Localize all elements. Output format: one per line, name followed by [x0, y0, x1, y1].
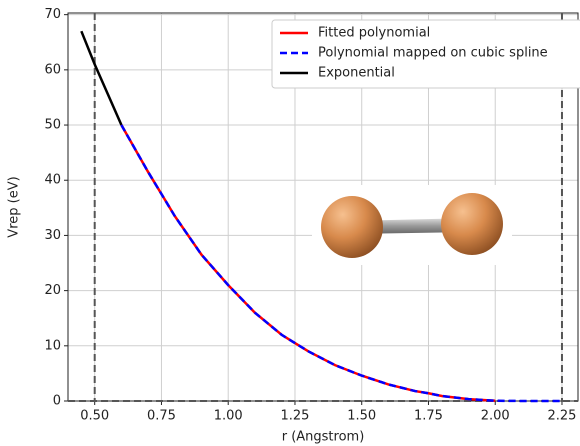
x-tick-label: 0.50 — [80, 409, 109, 424]
legend-label: Polynomial mapped on cubic spline — [318, 46, 548, 61]
molecule-image — [312, 185, 512, 265]
x-tick-label: 0.75 — [147, 409, 176, 424]
y-tick-label: 40 — [44, 173, 61, 188]
x-tick-label: 1.00 — [214, 409, 243, 424]
y-tick-label: 60 — [44, 62, 61, 77]
y-axis-label: Vrep (eV) — [7, 176, 22, 237]
x-tick-label: 1.50 — [347, 409, 376, 424]
x-tick-label: 1.25 — [280, 409, 309, 424]
x-tick-label: 2.25 — [548, 409, 577, 424]
y-tick-label: 30 — [44, 228, 61, 243]
x-tick-label: 1.75 — [414, 409, 443, 424]
y-tick-label: 70 — [44, 7, 61, 22]
x-tick-label: 2.00 — [481, 409, 510, 424]
legend-label: Exponential — [318, 66, 395, 81]
x-axis-label: r (Angstrom) — [282, 430, 365, 445]
atom — [441, 193, 503, 255]
legend-box — [271, 19, 580, 89]
legend-label: Fitted polynomial — [318, 26, 430, 41]
y-tick-label: 20 — [44, 283, 61, 298]
series-line — [80, 30, 123, 126]
atom — [321, 196, 383, 258]
y-tick-label: 0 — [53, 394, 61, 409]
series-line — [120, 124, 562, 403]
y-tick-label: 10 — [44, 338, 61, 353]
y-tick-label: 50 — [44, 118, 61, 133]
